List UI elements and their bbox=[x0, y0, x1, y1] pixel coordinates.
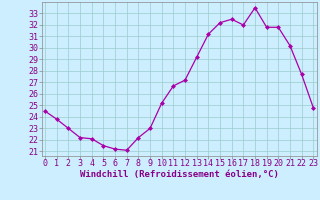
X-axis label: Windchill (Refroidissement éolien,°C): Windchill (Refroidissement éolien,°C) bbox=[80, 170, 279, 179]
